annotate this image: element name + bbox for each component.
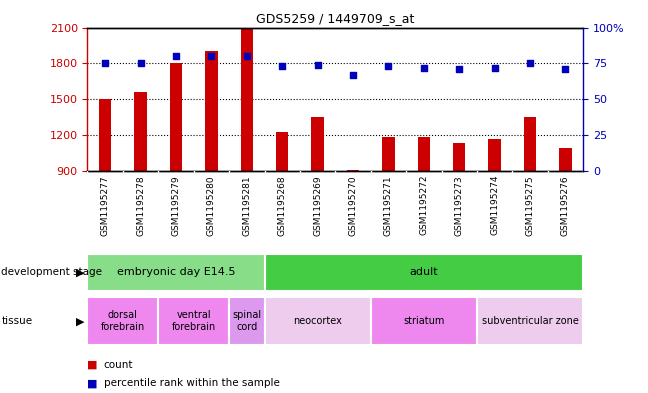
Text: ▶: ▶ <box>76 267 84 277</box>
Text: ▶: ▶ <box>76 316 84 326</box>
Text: ■: ■ <box>87 378 98 388</box>
Text: ■: ■ <box>87 360 98 370</box>
Text: ventral
forebrain: ventral forebrain <box>172 310 216 332</box>
Text: tissue: tissue <box>1 316 32 326</box>
Text: striatum: striatum <box>403 316 445 326</box>
Bar <box>170 63 182 171</box>
Point <box>312 62 323 68</box>
Bar <box>489 139 501 171</box>
Bar <box>453 143 465 171</box>
Bar <box>240 28 253 171</box>
Text: GSM1195281: GSM1195281 <box>242 175 251 235</box>
Point <box>419 64 429 71</box>
Text: spinal
cord: spinal cord <box>232 310 261 332</box>
Bar <box>477 298 583 345</box>
Bar <box>382 138 395 171</box>
Bar <box>264 298 371 345</box>
Text: embryonic day E14.5: embryonic day E14.5 <box>117 267 235 277</box>
Point <box>135 60 146 66</box>
Text: dorsal
forebrain: dorsal forebrain <box>100 310 145 332</box>
Point <box>525 60 535 66</box>
Text: GSM1195278: GSM1195278 <box>136 175 145 235</box>
Bar <box>99 99 111 171</box>
Bar <box>87 298 158 345</box>
Text: GSM1195273: GSM1195273 <box>455 175 464 235</box>
Bar <box>158 298 229 345</box>
Text: count: count <box>104 360 133 370</box>
Point <box>348 72 358 78</box>
Point <box>383 63 393 70</box>
Title: GDS5259 / 1449709_s_at: GDS5259 / 1449709_s_at <box>256 12 415 25</box>
Text: GSM1195280: GSM1195280 <box>207 175 216 235</box>
Text: GSM1195268: GSM1195268 <box>278 175 286 235</box>
Point <box>242 53 252 59</box>
Bar <box>276 132 288 171</box>
Text: subventricular zone: subventricular zone <box>481 316 579 326</box>
Text: GSM1195270: GSM1195270 <box>349 175 358 235</box>
Text: GSM1195269: GSM1195269 <box>313 175 322 235</box>
Text: GSM1195274: GSM1195274 <box>490 175 499 235</box>
Bar <box>559 148 572 171</box>
Text: GSM1195276: GSM1195276 <box>561 175 570 235</box>
Text: percentile rank within the sample: percentile rank within the sample <box>104 378 279 388</box>
Text: GSM1195277: GSM1195277 <box>100 175 110 235</box>
Bar <box>205 51 218 171</box>
Bar <box>264 253 583 291</box>
Bar <box>87 253 264 291</box>
Text: development stage: development stage <box>1 267 102 277</box>
Bar <box>371 298 477 345</box>
Bar <box>312 117 324 171</box>
Bar <box>524 117 537 171</box>
Text: adult: adult <box>410 267 438 277</box>
Bar <box>347 170 359 171</box>
Point <box>100 60 110 66</box>
Point <box>454 66 465 72</box>
Bar <box>229 298 264 345</box>
Point <box>171 53 181 59</box>
Text: GSM1195271: GSM1195271 <box>384 175 393 235</box>
Point <box>489 64 500 71</box>
Bar <box>134 92 147 171</box>
Point <box>561 66 571 72</box>
Text: GSM1195279: GSM1195279 <box>172 175 181 235</box>
Point <box>206 53 216 59</box>
Text: neocortex: neocortex <box>293 316 342 326</box>
Text: GSM1195272: GSM1195272 <box>419 175 428 235</box>
Bar <box>418 137 430 171</box>
Text: GSM1195275: GSM1195275 <box>526 175 535 235</box>
Point <box>277 63 288 70</box>
